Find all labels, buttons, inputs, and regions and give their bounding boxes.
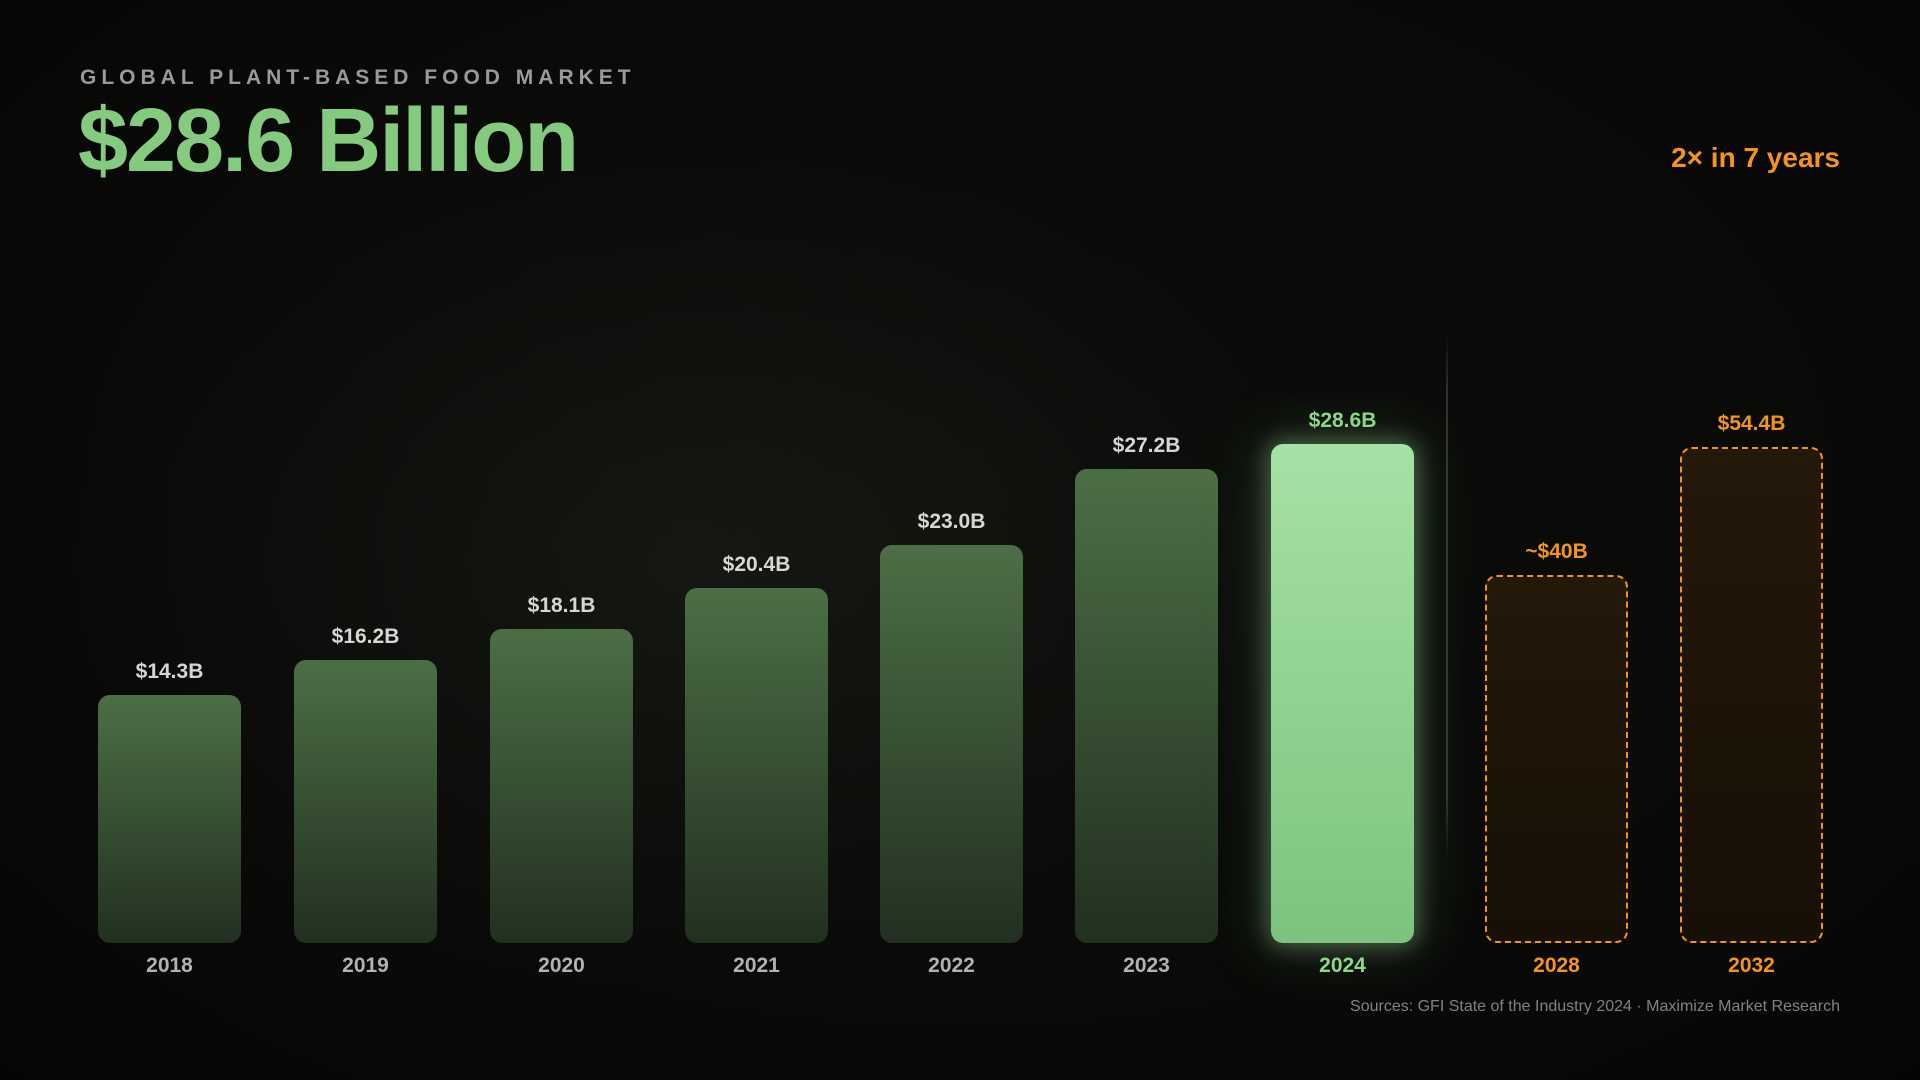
year-label-2028: 2028	[1533, 954, 1580, 977]
bar-2021	[685, 588, 828, 943]
bar-value-label-2023: $27.2B	[1112, 434, 1181, 457]
eyebrow-title: GLOBAL PLANT-BASED FOOD MARKET	[80, 66, 636, 89]
bar-2019	[294, 660, 437, 943]
bar-value-label-2018: $14.3B	[135, 660, 204, 683]
bar-group-2023: $27.2B 2023	[1075, 434, 1218, 977]
year-label-2020: 2020	[538, 954, 585, 977]
headline-value: $28.6 Billion	[78, 91, 579, 191]
year-label-2018: 2018	[146, 954, 193, 977]
bar-value-label-2022: $23.0B	[917, 510, 986, 533]
bar-group-2021: $20.4B 2021	[685, 553, 828, 977]
bar-value-label-2019: $16.2B	[331, 625, 400, 648]
bar-value-label-2024: $28.6B	[1308, 409, 1377, 432]
bar-group-2024: $28.6B 2024	[1271, 409, 1414, 977]
bar-value-label-2020: $18.1B	[527, 594, 596, 617]
bar-value-label-2032: $54.4B	[1717, 412, 1786, 435]
projection-divider-line	[1446, 332, 1448, 860]
bar-2022	[880, 545, 1023, 943]
bar-2023	[1075, 469, 1218, 943]
bar-group-2032: $54.4B 2032	[1680, 412, 1823, 977]
year-label-2032: 2032	[1728, 954, 1775, 977]
year-label-2022: 2022	[928, 954, 975, 977]
bar-group-2019: $16.2B 2019	[294, 625, 437, 977]
year-label-2019: 2019	[342, 954, 389, 977]
bar-group-2022: $23.0B 2022	[880, 510, 1023, 977]
bar-group-2020: $18.1B 2020	[490, 594, 633, 977]
bar-2032	[1680, 447, 1823, 943]
bar-group-2028: ~$40B 2028	[1485, 540, 1628, 977]
growth-badge: 2× in 7 years	[1671, 142, 1840, 173]
year-label-2021: 2021	[733, 954, 780, 977]
bar-2020	[490, 629, 633, 943]
bar-value-label-2021: $20.4B	[722, 553, 791, 576]
bar-group-2018: $14.3B 2018	[98, 660, 241, 977]
bar-value-label-2028: ~$40B	[1525, 540, 1588, 563]
sources-note: Sources: GFI State of the Industry 2024 …	[1350, 998, 1840, 1015]
bar-2024	[1271, 444, 1414, 943]
year-label-2023: 2023	[1123, 954, 1170, 977]
bar-2018	[98, 695, 241, 943]
year-label-2024: 2024	[1319, 954, 1366, 977]
bar-2028	[1485, 575, 1628, 943]
